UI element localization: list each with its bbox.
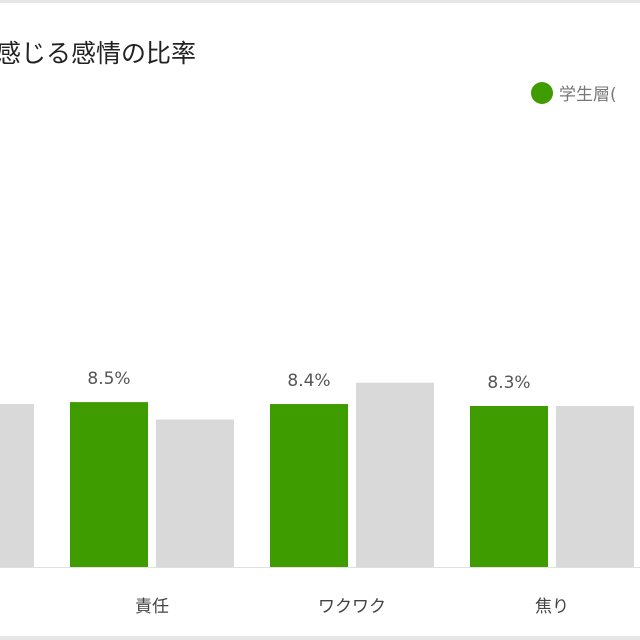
top-border bbox=[0, 0, 640, 3]
bar-green-2 bbox=[270, 404, 348, 567]
category-label: 責任 bbox=[135, 597, 169, 617]
category-label: 焦り bbox=[535, 597, 569, 617]
bar-gray-3 bbox=[556, 405, 634, 567]
category-label: ワクワク bbox=[318, 597, 386, 617]
bar-gray-0 bbox=[0, 404, 34, 567]
bar-gray-1 bbox=[156, 419, 234, 567]
data-label: 8.5% bbox=[87, 369, 130, 389]
bar-green-3 bbox=[470, 405, 548, 567]
legend: 学生層( bbox=[531, 80, 617, 105]
bottom-border bbox=[0, 636, 640, 640]
bar-green-1 bbox=[70, 402, 148, 567]
chart-title: 感じる感情の比率 bbox=[0, 39, 197, 68]
data-label: 8.3% bbox=[487, 373, 530, 393]
legend-label: 学生層( bbox=[559, 85, 617, 105]
bar-gray-2 bbox=[356, 382, 434, 567]
data-label: 8.4% bbox=[287, 371, 330, 391]
legend-marker-green bbox=[531, 81, 553, 104]
